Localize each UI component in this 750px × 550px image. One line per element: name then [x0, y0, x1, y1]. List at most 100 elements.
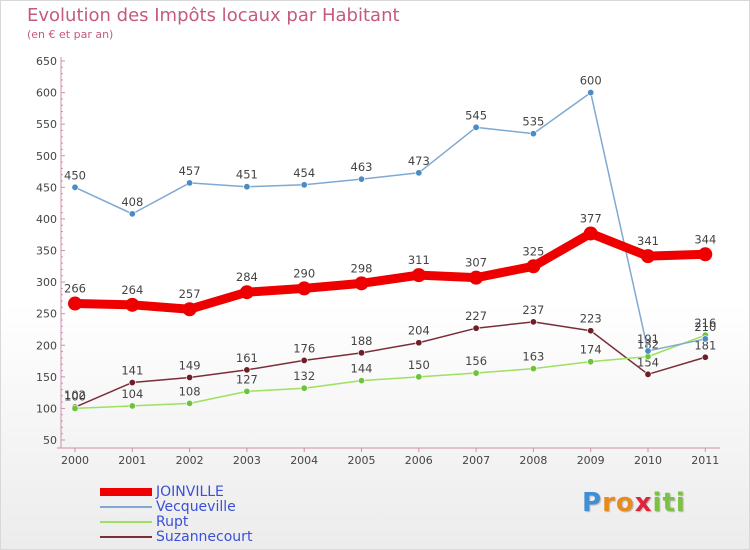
data-label-vecqueville: 454: [293, 166, 315, 180]
data-point-suzannecourt: [128, 379, 136, 387]
x-tick-label: 2010: [634, 454, 662, 467]
data-label-joinville: 264: [121, 283, 143, 297]
data-point-joinville: [354, 276, 369, 291]
logo-letter: o: [615, 488, 635, 518]
data-point-suzannecourt: [529, 318, 537, 326]
x-tick-label: 2008: [519, 454, 547, 467]
data-point-joinville: [411, 268, 426, 283]
series-line-vecqueville: [74, 91, 707, 352]
y-tick-label: 400: [36, 213, 57, 226]
x-tick-label: 2006: [405, 454, 433, 467]
data-label-vecqueville: 450: [64, 168, 86, 182]
data-label-vecqueville: 545: [465, 108, 487, 122]
data-label-joinville: 344: [694, 232, 716, 246]
data-point-vecqueville: [587, 89, 595, 97]
data-point-suzannecourt: [243, 366, 251, 374]
series-line-suzannecourt: [74, 321, 707, 408]
data-label-vecqueville: 457: [179, 164, 201, 178]
data-point-joinville: [125, 297, 140, 312]
y-tick-label: 150: [36, 371, 57, 384]
y-tick-label: 600: [36, 87, 57, 100]
y-tick-label: 450: [36, 181, 57, 194]
chart-subtitle: (en € et par an): [27, 28, 114, 41]
data-point-suzannecourt: [357, 349, 365, 357]
logo-letter: x: [634, 488, 653, 518]
data-point-rupt: [587, 358, 595, 366]
legend-label: Suzannecourt: [156, 529, 253, 545]
y-tick-label: 300: [36, 276, 57, 289]
data-label-joinville: 341: [637, 234, 659, 248]
data-label-vecqueville: 535: [522, 115, 544, 129]
data-label-suzannecourt: 161: [236, 351, 258, 365]
data-label-joinville: 377: [580, 211, 602, 225]
logo-letter: i: [652, 488, 663, 518]
x-tick-label: 2004: [290, 454, 318, 467]
x-tick-label: 2000: [61, 454, 89, 467]
x-tick-label: 2002: [176, 454, 204, 467]
y-tick-label: 100: [36, 402, 57, 415]
proxiti-logo: Proxiti: [582, 488, 686, 518]
data-label-vecqueville: 473: [408, 154, 430, 168]
legend-swatch: [100, 506, 152, 508]
chart-title: Evolution des Impôts locaux par Habitant: [27, 5, 400, 26]
data-point-vecqueville: [357, 175, 365, 183]
data-point-joinville: [698, 247, 713, 262]
data-point-suzannecourt: [701, 353, 709, 361]
data-label-joinville: 311: [408, 253, 430, 267]
data-label-vecqueville: 408: [121, 195, 143, 209]
data-label-rupt: 174: [580, 343, 602, 357]
data-point-rupt: [128, 402, 136, 410]
legend-label: Rupt: [156, 514, 189, 530]
y-tick-label: 200: [36, 339, 57, 352]
data-label-vecqueville: 451: [236, 168, 258, 182]
data-point-suzannecourt: [587, 327, 595, 335]
logo-letter: P: [582, 488, 603, 518]
logo-letter: r: [602, 488, 616, 518]
data-label-suzannecourt: 141: [121, 364, 143, 378]
data-point-vecqueville: [529, 130, 537, 138]
x-tick-label: 2009: [577, 454, 605, 467]
data-point-vecqueville: [472, 123, 480, 131]
data-point-rupt: [243, 387, 251, 395]
data-label-rupt: 144: [351, 362, 373, 376]
data-point-vecqueville: [300, 181, 308, 189]
data-label-joinville: 325: [522, 244, 544, 258]
data-point-rupt: [415, 373, 423, 381]
data-point-rupt: [357, 377, 365, 385]
data-point-joinville: [583, 226, 598, 241]
data-label-rupt: 156: [465, 354, 487, 368]
data-label-rupt: 108: [179, 384, 201, 398]
data-point-vecqueville: [415, 169, 423, 177]
data-point-joinville: [182, 302, 197, 317]
y-tick-label: 250: [36, 308, 57, 321]
data-label-suzannecourt: 176: [293, 341, 315, 355]
data-label-rupt: 163: [522, 350, 544, 364]
data-label-rupt: 127: [236, 372, 258, 386]
data-label-suzannecourt: 149: [179, 358, 201, 372]
data-label-joinville: 290: [293, 266, 315, 280]
x-tick-label: 2001: [118, 454, 146, 467]
data-label-rupt: 182: [637, 338, 659, 352]
data-point-joinville: [68, 296, 82, 311]
data-point-suzannecourt: [186, 373, 194, 381]
data-label-rupt: 150: [408, 358, 430, 372]
data-point-joinville: [297, 281, 312, 296]
y-tick-label: 650: [36, 55, 57, 68]
data-point-vecqueville: [243, 183, 251, 191]
data-label-vecqueville: 210: [694, 320, 716, 334]
data-label-vecqueville: 191: [637, 332, 659, 346]
data-label-suzannecourt: 227: [465, 309, 487, 323]
logo-letter: t: [662, 488, 676, 518]
data-label-suzannecourt: 237: [522, 303, 544, 317]
data-label-suzannecourt: 204: [408, 324, 430, 338]
data-point-joinville: [526, 259, 541, 274]
data-point-joinville: [239, 285, 254, 300]
x-tick-label: 2003: [233, 454, 261, 467]
x-tick-label: 2007: [462, 454, 490, 467]
data-label-suzannecourt: 181: [694, 338, 716, 352]
data-point-rupt: [529, 365, 537, 373]
data-point-rupt: [472, 369, 480, 377]
data-label-suzannecourt: 102: [64, 388, 86, 402]
data-point-suzannecourt: [472, 324, 480, 332]
data-point-vecqueville: [128, 210, 136, 218]
